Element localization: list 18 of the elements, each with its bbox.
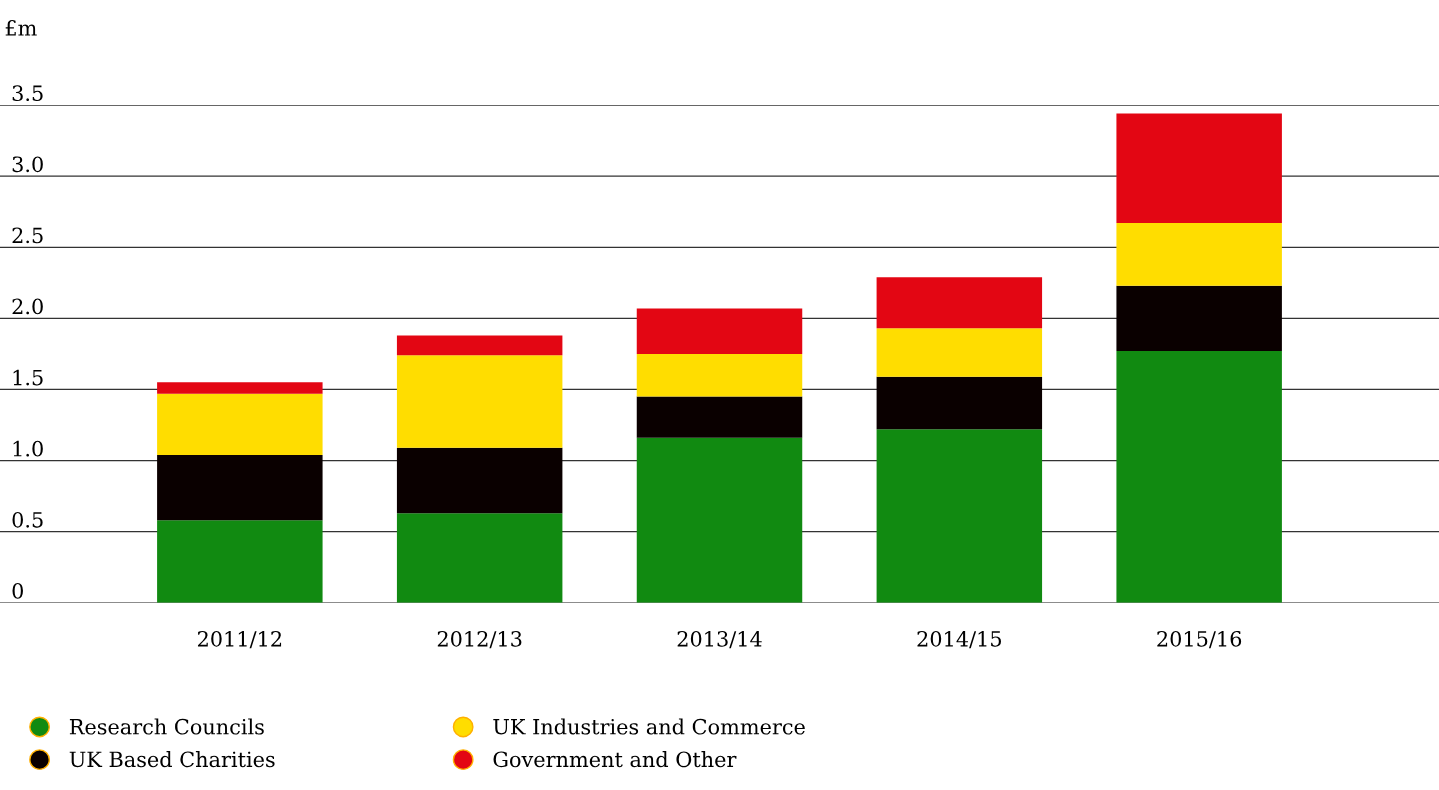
y-tick-label: 0.5 xyxy=(12,511,43,528)
x-tick-label: 2012/13 xyxy=(437,630,522,649)
x-tick-label: 2013/14 xyxy=(677,630,762,649)
legend-label: UK Industries and Commerce xyxy=(493,718,805,735)
x-tick-label: 2011/12 xyxy=(197,630,282,649)
y-tick-label: 3.5 xyxy=(12,85,43,102)
legend-label: UK Based Charities xyxy=(69,751,275,768)
x-tick-label: 2014/15 xyxy=(917,630,1001,649)
legend-label: Research Councils xyxy=(69,718,264,735)
y-tick-label: 0 xyxy=(12,582,23,599)
y-tick-label: 1.0 xyxy=(13,440,43,457)
y-tick-label: 2.0 xyxy=(12,298,43,315)
legend-label: Government and Other xyxy=(493,751,737,768)
y-tick-label: 2.5 xyxy=(12,227,43,244)
x-tick-label: 2015/16 xyxy=(1157,630,1242,649)
y-tick-label: 3.0 xyxy=(12,156,43,173)
y-axis-title: £m xyxy=(5,20,37,36)
y-tick-label: 1.5 xyxy=(13,369,43,386)
